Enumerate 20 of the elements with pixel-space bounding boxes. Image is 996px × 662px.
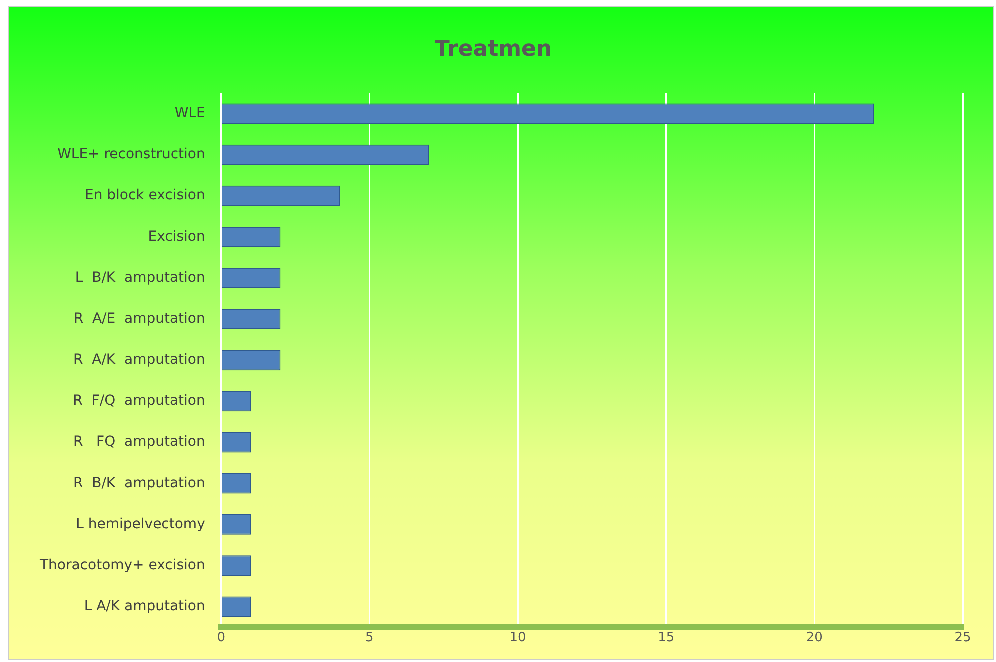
y-tick-label: R A/E amputation bbox=[74, 310, 206, 327]
y-tick-label: R FQ amputation bbox=[73, 434, 206, 450]
y-tick-label: Thoracotomy+ excision bbox=[38, 557, 206, 574]
x-tick-label: 25 bbox=[954, 630, 972, 646]
chart-title: Treatmen bbox=[434, 36, 552, 62]
x-tick-label: 15 bbox=[658, 630, 675, 646]
y-tick-label: En block excision bbox=[84, 188, 206, 204]
y-tick-label: R B/K amputation bbox=[73, 475, 206, 492]
y-tick-label: R A/K amputation bbox=[73, 352, 206, 368]
x-tick-label: 0 bbox=[217, 630, 226, 646]
y-tick-label: L hemipelvectomy bbox=[76, 516, 206, 532]
x-tick-label: 10 bbox=[510, 630, 526, 646]
y-tick-label: L B/K amputation bbox=[75, 270, 206, 286]
x-tick-label: 20 bbox=[806, 630, 823, 646]
y-tick-label: WLE bbox=[174, 106, 206, 122]
y-tick-label: Excision bbox=[148, 228, 206, 245]
y-tick-label: L A/K amputation bbox=[84, 598, 206, 614]
y-tick-label: R F/Q amputation bbox=[73, 393, 206, 410]
y-tick-label: WLE+ reconstruction bbox=[58, 146, 206, 163]
x-tick-label: 5 bbox=[366, 630, 374, 646]
